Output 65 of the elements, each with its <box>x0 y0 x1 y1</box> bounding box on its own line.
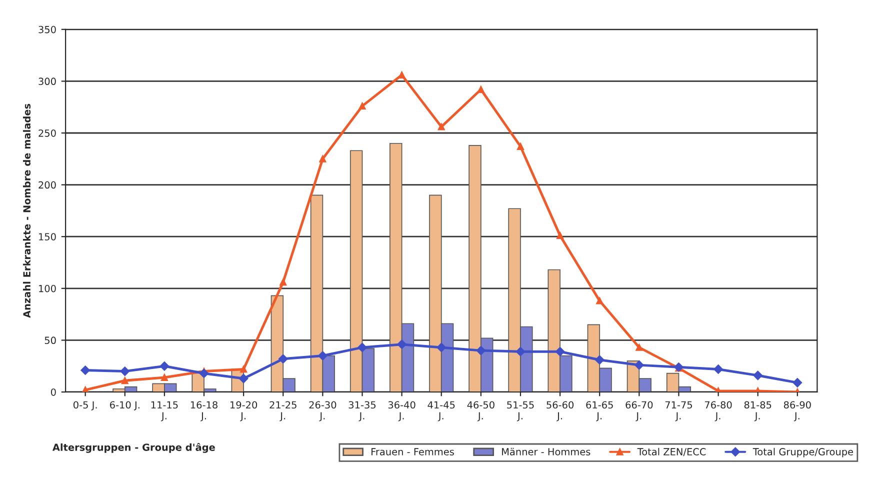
x-tick-label: 71-75 J. <box>665 401 692 422</box>
legend-label: Männer - Hommes <box>502 448 590 456</box>
point <box>160 374 168 381</box>
point <box>280 278 287 286</box>
point <box>596 297 604 304</box>
x-tick-label: 21-25 J. <box>270 401 296 422</box>
point <box>594 355 604 365</box>
legend-label: Total ZEN/ECC <box>637 448 706 456</box>
point <box>120 366 130 376</box>
x-tick-label: 11-15 J. <box>151 401 178 422</box>
point <box>240 366 248 373</box>
x-tick-label: 0-5 J. <box>74 401 97 410</box>
point <box>121 377 128 384</box>
y-tick-label: 0 <box>50 388 56 396</box>
point <box>398 72 406 78</box>
point <box>555 346 565 356</box>
y-tick-label: 200 <box>38 181 56 189</box>
x-tick-label: 51-55 J. <box>507 401 534 422</box>
point <box>636 344 643 351</box>
x-tick-label: 86-90 J. <box>784 401 811 422</box>
legend-label: Frauen - Femmes <box>372 448 454 456</box>
point <box>792 378 802 388</box>
x-tick-label: 31-35 J. <box>348 401 376 422</box>
point <box>80 366 90 375</box>
point <box>438 123 445 130</box>
x-tick-label: 6-10 J. <box>110 401 140 410</box>
point <box>714 364 723 374</box>
x-tick-label: 16-18 J. <box>190 401 218 422</box>
y-tick-label: 50 <box>44 336 56 344</box>
y-tick-label: 150 <box>39 233 56 240</box>
point <box>516 346 526 356</box>
x-tick-label: 41-45 J. <box>428 401 455 422</box>
x-tick-label: 26-30 J. <box>309 401 336 422</box>
x-tick-label: 56-60 J. <box>546 401 574 422</box>
point <box>358 102 366 110</box>
point <box>556 232 564 240</box>
x-tick-label: 19-20 J. <box>230 401 258 422</box>
x-tick-label: 76-80 J. <box>704 401 732 422</box>
point <box>753 370 762 380</box>
point <box>358 342 367 352</box>
y-axis-title: Anzahl Erkrankte - Nombre de malades <box>23 104 31 318</box>
legend-label: Total Gruppe/Groupe <box>752 448 854 458</box>
point <box>238 374 248 384</box>
text: Altersgruppen - Groupe d'âge <box>52 443 215 453</box>
point <box>82 386 89 392</box>
point <box>397 340 406 349</box>
point <box>477 86 484 93</box>
point <box>476 346 486 356</box>
point <box>517 142 524 150</box>
point <box>318 351 328 360</box>
point <box>199 368 209 378</box>
x-tick-label: 46-50 J. <box>467 401 494 422</box>
x-tick-label: 81-85 J. <box>744 401 772 422</box>
x-tick-label: 36-40 J. <box>388 401 416 422</box>
x-tick-label: 66-70 J. <box>626 401 653 422</box>
point <box>436 342 446 352</box>
y-tick-label: 350 <box>38 26 56 34</box>
point <box>319 155 326 162</box>
x-tick-label: 61-65 J. <box>586 401 613 422</box>
y-tick-label: 100 <box>39 284 56 292</box>
point <box>278 354 288 364</box>
y-tick-label: 250 <box>38 129 56 137</box>
point <box>634 360 644 370</box>
y-tick-label: 300 <box>38 78 56 86</box>
point <box>160 361 170 371</box>
